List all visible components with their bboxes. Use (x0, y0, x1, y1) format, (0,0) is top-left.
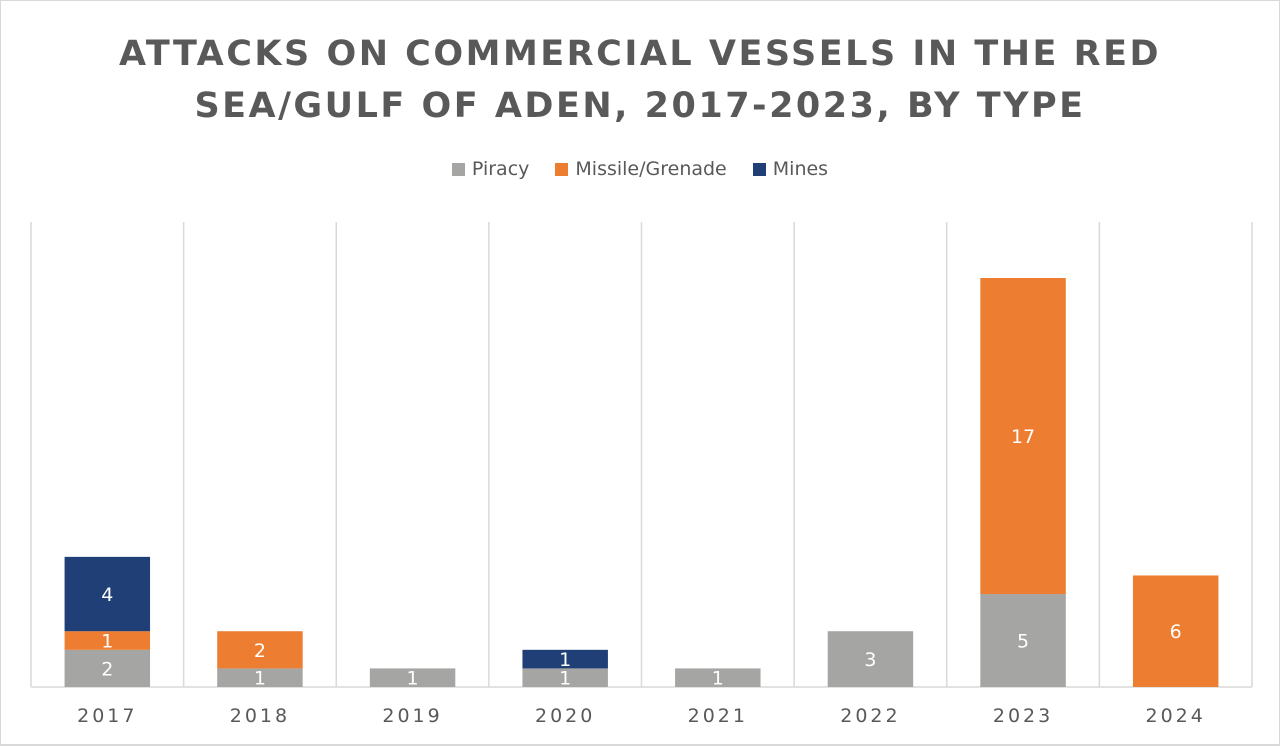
data-label-piracy-2021: 1 (712, 668, 724, 690)
chart-title-line-1: ATTACKS ON COMMERCIAL VESSELS IN THE RED (118, 34, 1162, 74)
x-tick-label-2024: 2024 (1146, 705, 1206, 727)
legend-label-missile-grenade: Missile/Grenade (575, 158, 727, 180)
data-label-piracy-2018: 1 (254, 668, 266, 690)
x-tick-label-2023: 2023 (993, 705, 1053, 727)
data-label-missile-grenade-2023: 17 (1011, 426, 1035, 448)
x-tick-label-2021: 2021 (688, 705, 748, 727)
bar-segment-piracy-2017 (64, 649, 151, 687)
x-tick-label-2017: 2017 (77, 705, 137, 727)
bar-segment-mines-2020 (522, 649, 608, 669)
x-tick-label-2022: 2022 (840, 705, 900, 727)
legend-swatch-piracy (451, 162, 465, 176)
legend-swatch-missile-grenade (555, 162, 569, 176)
bar-segment-piracy-2019 (369, 668, 456, 687)
bar-segment-missile-grenade-2023 (980, 278, 1066, 595)
legend-label-piracy: Piracy (471, 158, 530, 180)
data-label-missile-grenade-2017: 1 (101, 631, 113, 653)
data-label-piracy-2020: 1 (559, 668, 571, 690)
bar-segment-missile-grenade-2024 (1132, 575, 1219, 687)
data-label-mines-2020: 1 (559, 649, 571, 671)
chart-title-line-2: SEA/GULF OF ADEN, 2017-2023, BY TYPE (194, 86, 1086, 126)
legend-item-missile-grenade: Missile/Grenade (555, 158, 727, 180)
bar-segment-missile-grenade-2017 (64, 631, 151, 650)
data-label-mines-2017: 4 (101, 584, 113, 606)
bar-segment-piracy-2022 (827, 631, 914, 687)
chart-legend: Piracy Missile/Grenade Mines (0, 158, 1280, 180)
chart-title: ATTACKS ON COMMERCIAL VESSELS IN THE RED… (0, 28, 1280, 132)
data-label-missile-grenade-2018: 2 (254, 640, 266, 662)
x-tick-label-2019: 2019 (382, 705, 442, 727)
data-label-piracy-2019: 1 (407, 668, 419, 690)
data-label-piracy-2023: 5 (1017, 631, 1029, 653)
data-label-piracy-2017: 2 (101, 658, 113, 680)
bar-segment-mines-2017 (64, 556, 151, 632)
data-label-piracy-2022: 3 (864, 649, 876, 671)
bar-segment-piracy-2018 (217, 668, 303, 687)
legend-item-piracy: Piracy (451, 158, 530, 180)
bar-segment-piracy-2021 (675, 668, 761, 687)
x-tick-label-2018: 2018 (230, 705, 290, 727)
bar-segment-missile-grenade-2018 (217, 631, 303, 669)
bar-segment-piracy-2020 (522, 668, 608, 687)
legend-item-mines: Mines (752, 158, 829, 180)
data-label-missile-grenade-2024: 6 (1170, 621, 1182, 643)
legend-label-mines: Mines (772, 158, 829, 180)
legend-swatch-mines (752, 162, 766, 176)
x-tick-label-2020: 2020 (535, 705, 595, 727)
bar-segment-piracy-2023 (980, 594, 1066, 687)
